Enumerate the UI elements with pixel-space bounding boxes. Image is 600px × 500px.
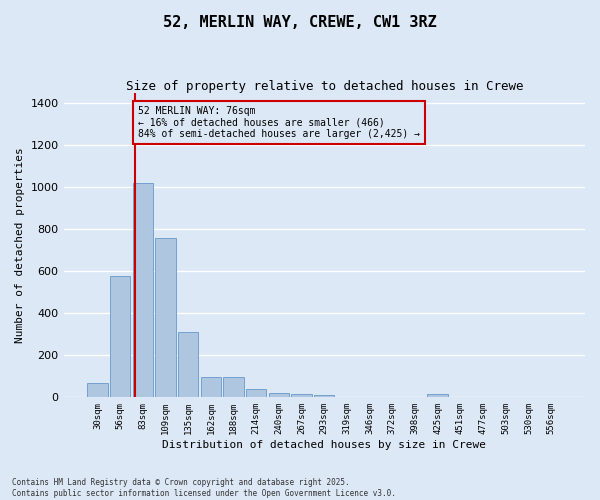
- Bar: [292, 394, 312, 398]
- Bar: [314, 395, 334, 398]
- Bar: [110, 276, 130, 398]
- X-axis label: Distribution of detached houses by size in Crewe: Distribution of detached houses by size …: [162, 440, 486, 450]
- Bar: [133, 184, 153, 398]
- Bar: [87, 382, 107, 398]
- Bar: [269, 392, 289, 398]
- Text: 52, MERLIN WAY, CREWE, CW1 3RZ: 52, MERLIN WAY, CREWE, CW1 3RZ: [163, 15, 437, 30]
- Bar: [155, 238, 176, 398]
- Bar: [246, 389, 266, 398]
- Bar: [200, 378, 221, 398]
- Text: Contains HM Land Registry data © Crown copyright and database right 2025.
Contai: Contains HM Land Registry data © Crown c…: [12, 478, 396, 498]
- Bar: [178, 332, 199, 398]
- Text: 52 MERLIN WAY: 76sqm
← 16% of detached houses are smaller (466)
84% of semi-deta: 52 MERLIN WAY: 76sqm ← 16% of detached h…: [138, 106, 420, 139]
- Bar: [427, 394, 448, 398]
- Bar: [223, 378, 244, 398]
- Title: Size of property relative to detached houses in Crewe: Size of property relative to detached ho…: [125, 80, 523, 93]
- Y-axis label: Number of detached properties: Number of detached properties: [15, 148, 25, 343]
